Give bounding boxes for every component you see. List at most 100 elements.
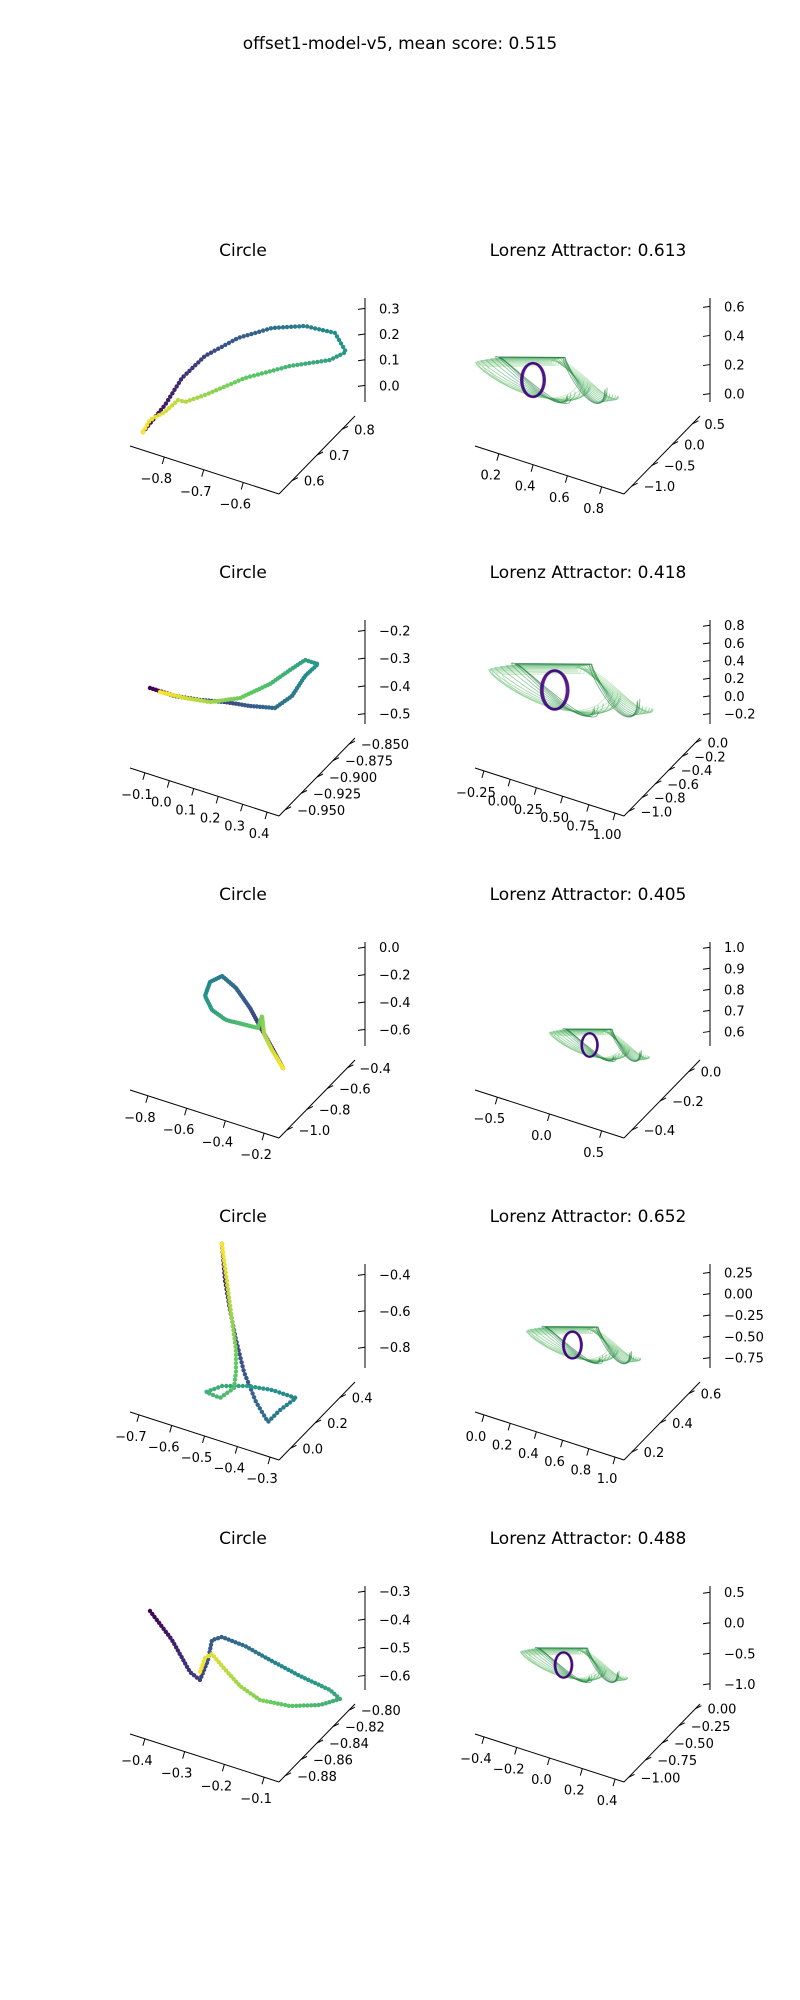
x-tick <box>564 475 568 483</box>
x-tick-label: −0.8 <box>140 472 172 487</box>
scatter-point <box>328 329 334 335</box>
scatter-point <box>261 1386 266 1391</box>
scatter-point <box>146 419 152 424</box>
y-tick <box>306 1105 314 1110</box>
x-tick <box>586 804 590 812</box>
z-tick-label: −0.4 <box>379 1613 411 1628</box>
y-tick <box>628 1773 635 1778</box>
scatter-point <box>168 1635 173 1640</box>
axes-3d: −0.250.000.250.500.751.00−1.0−0.8−0.6−0.… <box>456 619 756 843</box>
x-tick <box>264 812 268 820</box>
lorenz-core <box>553 1651 574 1679</box>
scatter-point <box>305 324 310 329</box>
y-tick-label: 0.2 <box>327 1417 348 1432</box>
scatter-point <box>232 1381 237 1387</box>
z-tick-label: −0.2 <box>724 708 756 723</box>
z-tick-label: 0.0 <box>724 388 745 403</box>
scatter-point <box>159 1623 164 1629</box>
z-tick-label: 0.6 <box>724 1025 745 1040</box>
scatter-point <box>286 1703 291 1709</box>
scatter-point <box>183 1661 188 1666</box>
y-tick-label: 0.0 <box>707 737 728 752</box>
scatter-point <box>170 391 175 396</box>
scatter-point <box>279 366 284 371</box>
scatter-point <box>283 365 288 370</box>
scatter-point <box>153 414 158 420</box>
scatter-point <box>295 362 300 368</box>
y-tick <box>631 1126 638 1131</box>
scatter-point <box>316 327 322 332</box>
lorenz-strand <box>534 1646 620 1684</box>
z-tick-label: −0.4 <box>379 996 411 1011</box>
z-tick-label: −0.75 <box>724 1352 764 1367</box>
x-tick-label: 0.4 <box>249 827 270 842</box>
scatter-point <box>202 392 208 398</box>
scatter-point <box>173 1645 179 1650</box>
scatter-point <box>303 361 308 366</box>
scatter-point <box>223 342 228 348</box>
y-tick <box>695 1705 702 1710</box>
z-tick-label: 0.6 <box>724 300 745 315</box>
scatter-point <box>275 367 280 372</box>
scatter-point <box>238 1356 243 1361</box>
y-tick-label: 0.7 <box>329 449 350 464</box>
x-tick-label: 1.0 <box>597 1472 618 1487</box>
subplot-title: Lorenz Attractor: 0.613 <box>490 241 687 261</box>
scatter-point <box>253 1399 258 1404</box>
scatter-point <box>337 1696 343 1702</box>
x-tick-label: 0.2 <box>564 1784 585 1799</box>
scatter-point <box>179 398 185 404</box>
scatter-point <box>170 1638 175 1644</box>
scatter-point <box>227 1303 233 1308</box>
y-tick <box>688 1068 695 1073</box>
scatter-point <box>292 324 298 329</box>
scatter-point <box>206 1653 211 1659</box>
scatter-point <box>266 1419 271 1424</box>
scatter-point <box>223 1266 228 1271</box>
lorenz-strand <box>489 358 611 402</box>
x-tick <box>612 1778 616 1787</box>
scatter-point <box>292 1395 298 1400</box>
scatter-point <box>242 1686 247 1692</box>
scatter-point <box>228 1383 233 1389</box>
y-tick-label: −1.0 <box>641 805 673 820</box>
axes-3d: −0.5 0.0 0.5 −0.4 −0.2 0.0 0.6 0.7 0.8 0.9 1.0 <box>474 941 745 1161</box>
circle-scatter-series <box>147 657 320 711</box>
scatter-point <box>294 1703 299 1709</box>
scatter-point <box>206 391 211 396</box>
axes-3d: −0.4 −0.3 −0.2 −0.1 −0.88 −0.86−0.84−0.82 −0.8… <box>121 1585 410 1807</box>
subplot-title: Circle <box>219 241 267 261</box>
scatter-point <box>266 1657 271 1662</box>
scatter-point <box>281 1405 286 1410</box>
y-tick <box>300 789 308 794</box>
scatter-point <box>320 1702 325 1707</box>
y-tick <box>651 461 659 466</box>
x-tick <box>169 1425 173 1433</box>
x-tick <box>533 787 537 795</box>
x-tick-label: −0.6 <box>163 1123 195 1138</box>
scatter-point <box>219 1634 224 1640</box>
x-tick-label: −0.6 <box>219 497 251 512</box>
scatter-point <box>248 1691 253 1696</box>
axes-3d: −0.4−0.2 0.0 0.2 0.4 −1.00 −0.75 −0.50 −0.25 0.0… <box>460 1586 756 1809</box>
z-tick-label: −0.5 <box>379 708 411 723</box>
lorenz-strand <box>490 666 653 714</box>
scatter-point <box>231 1385 237 1391</box>
y-axis-line <box>278 1059 356 1139</box>
scatter-point <box>157 689 163 695</box>
scatter-point <box>220 1245 225 1251</box>
y-axis-line <box>623 1381 701 1461</box>
x-tick-label: 0.8 <box>570 1464 591 1479</box>
z-tick-label: −0.3 <box>379 652 411 667</box>
scatter-point <box>259 1653 265 1658</box>
scatter-point <box>225 1390 230 1396</box>
x-tick-label: 0.2 <box>480 469 501 484</box>
lorenz-strand <box>541 1325 633 1365</box>
scatter-point <box>257 329 262 334</box>
z-tick-label: 0.8 <box>724 619 745 634</box>
x-tick-label: 1.00 <box>593 828 622 843</box>
scatter-point <box>261 1698 266 1703</box>
x-tick <box>547 1113 550 1122</box>
scatter-point <box>323 358 328 363</box>
